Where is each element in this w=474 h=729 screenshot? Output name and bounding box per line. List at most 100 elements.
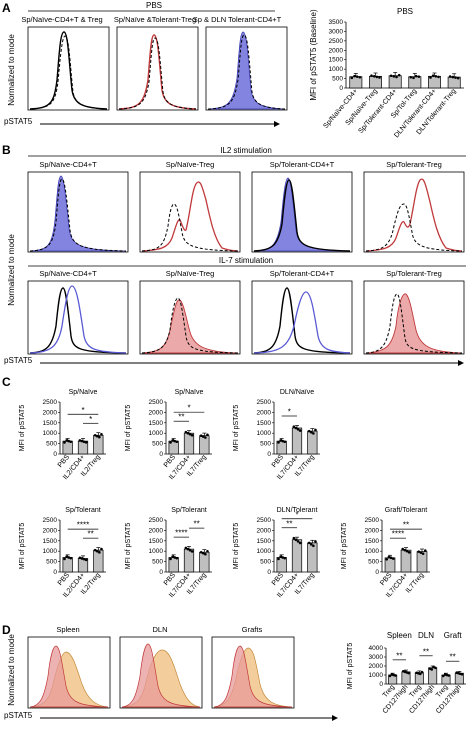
data-point	[412, 76, 415, 80]
group-label: Spleen	[387, 631, 412, 640]
data-point	[281, 439, 285, 443]
y-tick-label: 0	[267, 569, 271, 576]
data-point	[175, 556, 179, 560]
y-axis-label: MFI of pSTAT5 (Baseline)	[309, 9, 318, 101]
hist-title: Sp/Naïve-Treg	[166, 269, 215, 278]
y-tick-label: 0	[53, 451, 57, 458]
data-point	[82, 440, 86, 444]
data-point	[69, 440, 73, 444]
data-point	[188, 548, 192, 552]
data-point	[307, 429, 311, 433]
y-tick-label: 500	[368, 559, 379, 566]
bar-chart-9: MFI of pSTAT5 01000200030004000TregCD127h…	[347, 631, 466, 715]
hist-curve-blue	[253, 291, 351, 354]
data-point	[397, 73, 401, 77]
data-point	[175, 440, 179, 444]
y-tick-label: 3500	[329, 19, 344, 26]
hist-title: Grafts	[242, 625, 263, 634]
pbs-group-title: PBS	[146, 1, 162, 10]
hist-title: Spleen	[56, 625, 79, 634]
hist-fill-blue	[207, 31, 286, 110]
data-point	[82, 557, 86, 561]
hist-curve-dashed	[118, 37, 197, 110]
data-point	[409, 75, 413, 79]
data-point	[283, 556, 287, 560]
data-point	[394, 674, 397, 677]
y-tick-label: 2000	[369, 663, 384, 670]
y-tick-label: 1500	[365, 538, 380, 545]
hist-b2-4: Sp/Tolerant-Treg	[363, 269, 465, 355]
y-tick-label: 0	[53, 569, 57, 576]
data-point	[95, 434, 99, 438]
data-point	[403, 548, 407, 552]
bar	[291, 539, 303, 573]
significance-label: **	[403, 521, 409, 530]
hist-fill-red	[29, 645, 109, 708]
hist-title: Sp/Tolerant-CD4+T	[270, 269, 335, 278]
hist-fill-blue	[29, 175, 127, 252]
data-point	[370, 74, 373, 78]
hist-b1-1: Sp/Naïve-CD4+T	[27, 160, 129, 253]
y-axis-label: MFI of pSTAT5	[19, 405, 26, 452]
data-point	[294, 426, 298, 430]
y-axis-label: MFI of pSTAT5	[125, 405, 132, 452]
y-tick-label: 500	[152, 559, 163, 566]
y-tick-label: 2500	[257, 517, 272, 524]
bar-chart-1: PBS MFI of pSTAT5 (Baseline) 0 500 1000 1500 2…	[309, 7, 464, 139]
hist-a3: Sp & DLN Tolerant-CD4+T	[193, 15, 288, 111]
hist-title: DLN	[152, 625, 167, 634]
y-tick-label: 1000	[329, 66, 344, 73]
data-point	[419, 551, 423, 554]
data-point	[184, 430, 188, 434]
data-point	[460, 672, 464, 676]
b-row2-title: IL-7 stimulation	[219, 256, 273, 265]
data-point	[430, 668, 434, 671]
data-point	[434, 75, 438, 78]
y-tick-label: 2500	[43, 517, 58, 524]
bar	[199, 435, 210, 455]
hist-b2-1: Sp/Naïve-CD4+T	[27, 269, 129, 355]
y-axis-label: MFI of pSTAT5	[233, 405, 240, 452]
data-point	[314, 540, 317, 543]
data-point	[173, 439, 177, 443]
data-point	[277, 441, 280, 444]
panel-label-b: B	[2, 143, 11, 157]
hist-d1: Spleen	[27, 625, 111, 709]
data-point	[429, 76, 432, 79]
data-point	[171, 439, 174, 442]
y-axis-label: MFI of pSTAT5	[347, 643, 354, 690]
significance-label: *	[187, 404, 190, 413]
panel-a: PBS Normalized to mode pSTAT5 Sp/Naïve-C…	[4, 1, 288, 127]
data-point	[298, 429, 302, 432]
data-point	[206, 433, 209, 437]
y-tick-label: 1500	[43, 538, 58, 545]
data-point	[171, 555, 174, 559]
data-point	[414, 74, 418, 78]
panel-label-c: C	[2, 375, 11, 389]
y-tick-label: 2500	[257, 399, 272, 406]
data-point	[417, 75, 421, 78]
hist-curve-dashed	[365, 203, 463, 252]
hist-curve-dashed	[365, 293, 463, 354]
chart-title: Graft/Tolerant	[385, 507, 427, 514]
hist-frame	[119, 636, 203, 709]
data-point	[84, 441, 88, 444]
hist-title: Sp/Tolerant-Treg	[386, 269, 442, 278]
bar-chart-4: DLN/Naïve MFI of pSTAT5 0 500 1000 1500 2000 25…	[233, 389, 320, 481]
bar-chart-8: Graft/Tolerant MFI of pSTAT5 0 500 1000 1500 2…	[341, 507, 430, 599]
y-tick-label: 2000	[149, 527, 164, 534]
significance-label: ****	[77, 521, 89, 530]
hist-curve-red	[141, 181, 239, 252]
y-tick-label: 0	[375, 569, 379, 576]
b-xaxis-arrowhead	[458, 360, 464, 366]
data-point	[309, 430, 313, 434]
data-point	[201, 551, 205, 555]
hist-title: Sp/Naïve &Tolerant-Treg	[114, 15, 196, 24]
significance-label: **	[194, 520, 200, 529]
data-point	[401, 547, 405, 551]
bar-charts: PBS MFI of pSTAT5 (Baseline) 0 500 1000 1500 2…	[19, 7, 466, 715]
hist-frame	[139, 171, 241, 253]
hist-curve-red	[365, 178, 463, 252]
data-point	[448, 75, 452, 78]
data-point	[98, 551, 101, 554]
